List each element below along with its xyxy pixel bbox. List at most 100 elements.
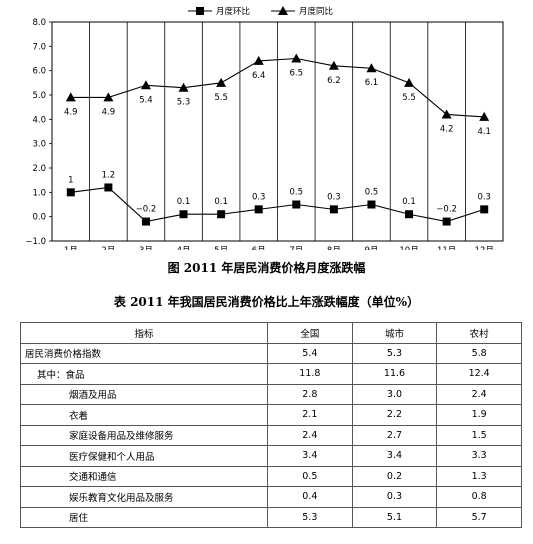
cell-national: 11.8	[267, 363, 353, 385]
cell-urban: 2.7	[351, 424, 438, 446]
cell-urban: 5.1	[351, 506, 438, 528]
y-tick-label: 5.0	[32, 91, 46, 101]
cell-urban: 11.6	[351, 363, 438, 385]
x-tick-label: 3月	[139, 246, 153, 250]
data-label: 5.4	[139, 95, 153, 105]
row-label: 家庭设备用品及维修服务	[20, 424, 268, 446]
data-label: 0.1	[177, 197, 191, 207]
column-header: 全国	[267, 322, 353, 344]
data-label: 6.4	[252, 71, 266, 81]
series-line-1	[70, 186, 485, 223]
data-point-square	[141, 217, 150, 226]
row-label: 烟酒及用品	[20, 383, 268, 405]
data-label: 6.2	[327, 76, 341, 86]
x-tick-label: 12月	[475, 246, 494, 250]
data-point-triangle	[65, 92, 76, 102]
y-tick-label: 0.0	[32, 213, 46, 223]
x-tick-label: 1月	[64, 246, 78, 250]
data-point-triangle	[178, 82, 189, 92]
data-point-triangle	[140, 80, 151, 90]
cell-rural: 12.4	[436, 363, 522, 385]
cell-urban: 5.3	[351, 342, 438, 364]
cell-rural: 1.5	[436, 424, 522, 446]
cell-rural: 0.8	[436, 486, 522, 508]
series-line-2	[70, 57, 485, 118]
data-label: 5.5	[214, 93, 228, 103]
data-label: 6.5	[290, 69, 304, 79]
y-tick-label: 7.0	[32, 42, 46, 52]
y-tick-label: 4.0	[32, 115, 46, 125]
data-point-square	[104, 183, 113, 192]
x-tick-label: 5月	[214, 246, 228, 250]
cell-rural: 1.9	[436, 404, 522, 426]
table-row: 家庭设备用品及维修服务 2.4 2.7 1.5	[20, 424, 522, 446]
data-label: 4.9	[64, 107, 78, 117]
table-row: 居住 5.3 5.1 5.7	[20, 506, 522, 528]
cell-rural: 2.4	[436, 383, 522, 405]
table-row: 医疗保健和个人用品 3.4 3.4 3.3	[20, 445, 522, 467]
row-label: 居住	[20, 506, 268, 528]
y-tick-label: 6.0	[32, 67, 46, 77]
cell-rural: 5.7	[436, 506, 522, 528]
row-label: 娱乐教育文化用品及服务	[20, 486, 268, 508]
data-label: 5.5	[402, 93, 416, 103]
data-label: 1.2	[102, 170, 116, 180]
data-point-triangle	[441, 109, 452, 119]
cell-urban: 0.2	[351, 465, 438, 487]
x-tick-label: 4月	[177, 246, 191, 250]
cell-urban: 3.0	[351, 383, 438, 405]
table-title: 表 2011 年我国居民消费价格比上年涨跌幅度（单位%）	[113, 295, 420, 309]
data-point-square	[442, 217, 451, 226]
data-point-square	[179, 210, 188, 219]
data-label: 0.1	[214, 197, 228, 207]
row-label: 医疗保健和个人用品	[20, 445, 268, 467]
cell-national: 2.8	[267, 383, 353, 405]
cell-urban: 3.4	[351, 445, 438, 467]
price-table: 指标 全国 城市 农村 居民消费价格指数 5.4 5.3 5.8 其中：食品 1…	[20, 322, 522, 528]
data-point-triangle	[328, 60, 339, 70]
data-label: 6.1	[365, 78, 379, 88]
cell-national: 2.1	[267, 404, 353, 426]
cell-national: 0.5	[267, 465, 353, 487]
cell-urban: 0.3	[351, 486, 438, 508]
data-point-square	[367, 200, 376, 209]
table-row: 其中：食品 11.8 11.6 12.4	[20, 363, 522, 385]
data-label: 5.3	[177, 98, 191, 108]
y-tick-label: 3.0	[32, 140, 46, 150]
x-tick-label: 6月	[252, 246, 266, 250]
data-point-triangle	[291, 53, 302, 63]
data-point-square	[480, 205, 489, 214]
data-point-triangle	[404, 77, 415, 87]
column-header: 农村	[436, 322, 522, 344]
data-point-triangle	[366, 63, 377, 73]
table-row: 娱乐教育文化用品及服务 0.4 0.3 0.8	[20, 486, 522, 508]
cell-rural: 1.3	[436, 465, 522, 487]
chart-caption: 图 2011 年居民消费价格月度涨跌幅	[167, 261, 366, 275]
data-label: 0.3	[477, 192, 491, 202]
y-tick-label: −1.0	[25, 237, 46, 247]
data-point-triangle	[216, 77, 227, 87]
x-tick-label: 10月	[399, 246, 418, 250]
data-label: −0.2	[136, 205, 157, 215]
table-row: 衣着 2.1 2.2 1.9	[20, 404, 522, 426]
data-point-square	[217, 210, 226, 219]
data-label: 0.3	[252, 192, 266, 202]
table-header-row: 指标 全国 城市 农村	[20, 322, 522, 344]
y-tick-label: 1.0	[32, 188, 46, 198]
legend-label: 月度同比	[299, 6, 333, 17]
row-label: 衣着	[20, 404, 268, 426]
data-label: 4.9	[102, 107, 116, 117]
cell-national: 0.4	[267, 486, 353, 508]
data-point-square	[254, 205, 263, 214]
cell-urban: 2.2	[351, 404, 438, 426]
x-tick-label: 2月	[101, 246, 115, 250]
cell-national: 5.4	[267, 342, 353, 364]
column-header: 指标	[20, 322, 268, 344]
data-label: 1	[68, 175, 73, 185]
x-tick-label: 9月	[364, 246, 378, 250]
data-label: 4.1	[477, 127, 491, 137]
table-row: 交通和通信 0.5 0.2 1.3	[20, 465, 522, 487]
line-chart: 8.0 7.0 6.0 5.0 4.0 3.0 2.0 1.0 0.0 −1.0 1月 2月 3月 4月 5…	[25, 6, 504, 250]
data-point-square	[292, 200, 301, 209]
legend-label: 月度环比	[216, 6, 250, 17]
